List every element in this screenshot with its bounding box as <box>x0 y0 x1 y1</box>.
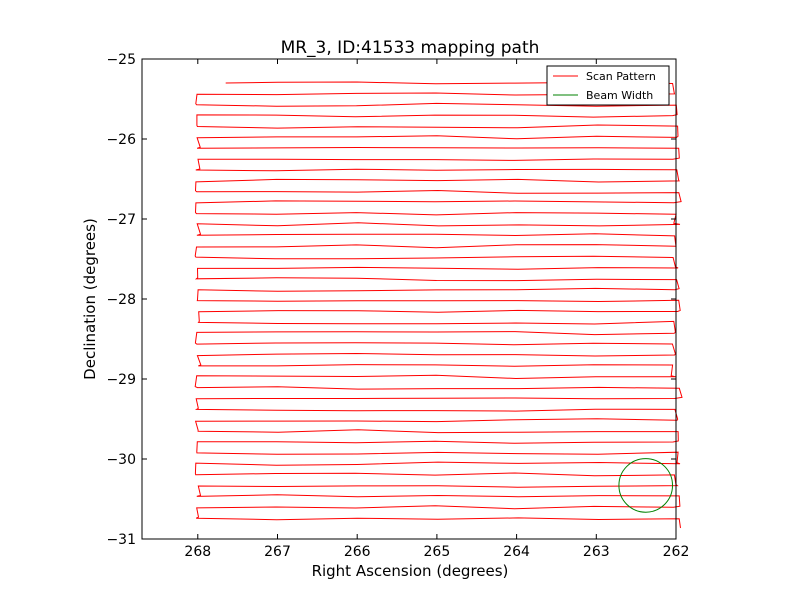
y-tick-label: −25 <box>106 52 136 68</box>
x-axis-label: Right Ascension (degrees) <box>312 562 509 580</box>
y-tick-label: −27 <box>106 212 136 228</box>
y-tick-label: −31 <box>106 532 136 548</box>
y-tick-label: −29 <box>106 372 136 388</box>
legend-box <box>546 65 670 106</box>
axis-ticks: 268 267 266 265 264 263 262 −25 −26 −27 −28 −29 −30 −… <box>106 52 689 560</box>
x-tick-label: 262 <box>663 544 690 560</box>
chart-title: MR_3, ID:41533 mapping path <box>281 38 540 58</box>
x-tick-label: 268 <box>184 544 211 560</box>
beam-width-circle <box>618 458 674 513</box>
legend: Scan Pattern Beam Width <box>546 65 670 106</box>
y-axis-label: Declination (degrees) <box>81 218 99 380</box>
x-tick-label: 263 <box>583 544 610 560</box>
x-tick-label: 267 <box>264 544 291 560</box>
scan-pattern-line <box>194 81 683 529</box>
plot-area <box>194 81 683 529</box>
y-tick-label: −28 <box>106 292 136 308</box>
y-tick-label: −26 <box>106 132 136 148</box>
legend-label-scan-pattern: Scan Pattern <box>586 70 656 83</box>
y-tick-label: −30 <box>106 452 136 468</box>
x-tick-label: 264 <box>503 544 530 560</box>
x-tick-label: 265 <box>424 544 451 560</box>
legend-label-beam-width: Beam Width <box>586 89 653 102</box>
x-tick-label: 266 <box>344 544 371 560</box>
